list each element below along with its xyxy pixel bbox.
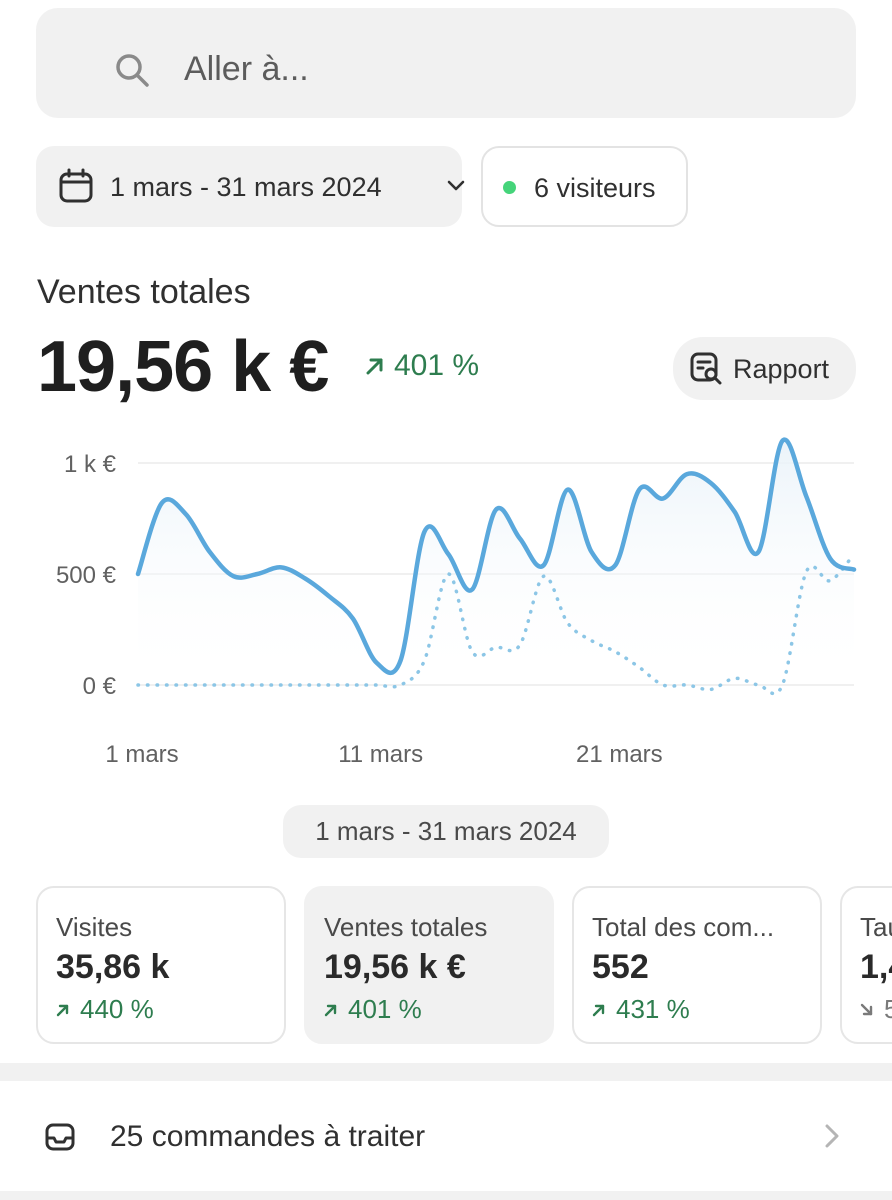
card-title: Total des com...	[592, 912, 775, 942]
card-change-value: 431 %	[616, 994, 690, 1024]
metric-title: Ventes totales	[37, 273, 251, 311]
card-value: 35,86 k	[56, 948, 170, 986]
metric-card-total-orders[interactable]: Total des com... 552 431 %	[572, 886, 822, 1044]
orders-to-process-label: 25 commandes à traiter	[110, 1120, 426, 1153]
live-status-dot	[503, 181, 516, 194]
metric-value: 19,56 k €	[37, 327, 329, 407]
x-tick-label: 1 mars	[105, 741, 178, 768]
card-title: Visites	[56, 912, 133, 942]
chevron-right-icon	[825, 1124, 839, 1148]
card-title: Tau	[860, 912, 892, 942]
card-change: 5	[860, 994, 892, 1025]
x-tick-label: 21 mars	[576, 741, 663, 768]
y-tick-label: 500 €	[56, 562, 117, 589]
section-divider	[0, 1063, 892, 1081]
card-change-value: 440 %	[80, 994, 154, 1024]
metric-change-value: 401 %	[394, 349, 480, 382]
card-change: 401 %	[324, 994, 422, 1025]
y-tick-label: 1 k €	[64, 451, 117, 478]
card-change-value: 401 %	[348, 994, 422, 1024]
x-tick-label: 11 mars	[338, 741, 423, 768]
card-change-value: 5	[884, 994, 892, 1025]
arrow-down-right-icon	[860, 1003, 873, 1015]
date-range-button[interactable]: 1 mars - 31 mars 2024	[36, 146, 465, 227]
chart-range-pill: 1 mars - 31 mars 2024	[283, 805, 609, 858]
date-range-label: 1 mars - 31 mars 2024	[110, 172, 382, 202]
report-search-icon	[690, 352, 722, 385]
calendar-icon	[59, 168, 93, 203]
metric-card-rate[interactable]: Tau 1,4 5	[840, 886, 892, 1044]
comparison-series-line	[136, 552, 856, 696]
orders-to-process-row[interactable]: 25 commandes à traiter	[0, 1081, 892, 1191]
arrow-up-right-icon	[366, 358, 383, 375]
card-title: Ventes totales	[324, 912, 488, 942]
card-change: 440 %	[56, 994, 154, 1025]
metric-card-total-sales[interactable]: Ventes totales 19,56 k € 401 %	[304, 886, 554, 1044]
search-icon	[116, 54, 149, 87]
card-value: 19,56 k €	[324, 948, 466, 986]
arrow-up-right-icon	[324, 1004, 337, 1016]
metric-card-visits[interactable]: Visites 35,86 k 440 %	[36, 886, 286, 1044]
live-visitors-button[interactable]: 6 visiteurs	[481, 146, 688, 227]
report-label: Rapport	[733, 354, 830, 384]
solid-series-area	[138, 439, 854, 685]
card-value: 1,4	[860, 948, 892, 986]
bottom-divider	[0, 1191, 892, 1200]
search-placeholder: Aller à...	[184, 50, 309, 88]
y-tick-label: 0 €	[83, 673, 117, 700]
search-bar[interactable]: Aller à...	[36, 8, 856, 118]
visitors-label: 6 visiteurs	[534, 173, 656, 203]
inbox-icon	[45, 1123, 75, 1151]
metric-cards[interactable]: Visites 35,86 k 440 % Ventes totales 19,…	[36, 886, 892, 1046]
arrow-up-right-icon	[56, 1004, 69, 1016]
arrow-up-right-icon	[592, 1004, 605, 1016]
card-value: 552	[592, 948, 649, 986]
metric-change: 401 %	[364, 349, 479, 383]
current-series-line	[135, 437, 857, 675]
report-button[interactable]: Rapport	[673, 337, 856, 400]
sales-line-chart: 1 k € 500 € 0 € 1 mars 11 mars 21 mars	[56, 437, 857, 768]
card-change: 431 %	[592, 994, 690, 1025]
chevron-down-icon	[447, 180, 465, 191]
